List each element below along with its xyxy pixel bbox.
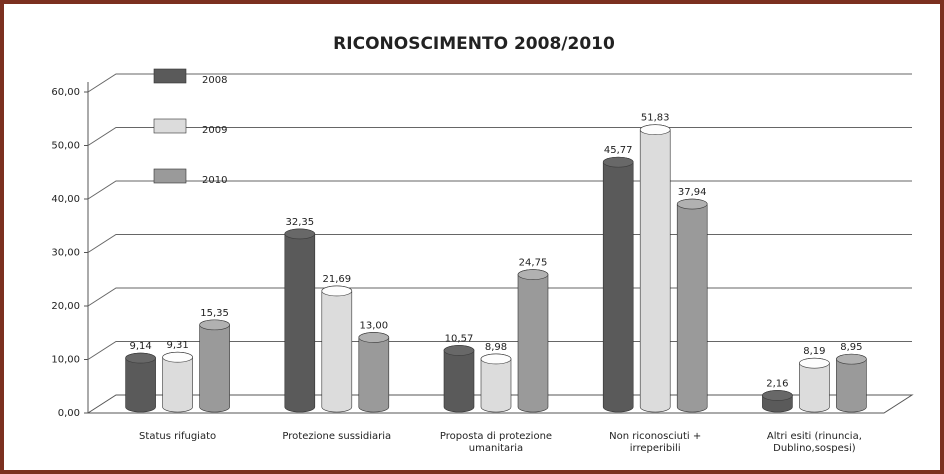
chart-title: RICONOSCIMENTO 2008/2010 bbox=[333, 34, 615, 54]
bar bbox=[517, 269, 549, 413]
bar bbox=[639, 124, 671, 413]
legend-label: 2009 bbox=[202, 125, 227, 136]
y-tick-label: 60,00 bbox=[51, 87, 80, 98]
x-tick-label: Proposta di protezione umanitaria bbox=[439, 431, 553, 454]
chart: RICONOSCIMENTO 2008/2010 0,00 10,00 20,00 3… bbox=[51, 34, 914, 419]
value-label: 13,00 bbox=[359, 320, 388, 331]
x-tick-label: Non riconosciuti + irreperibili bbox=[609, 431, 702, 454]
legend-swatch bbox=[153, 118, 187, 134]
bar-top bbox=[162, 351, 193, 363]
x-tick-label: Status rifugiato bbox=[139, 431, 217, 442]
bar-top bbox=[799, 357, 830, 369]
y-tick-label: 30,00 bbox=[51, 248, 80, 259]
legend-swatch bbox=[153, 168, 187, 184]
y-tick-label: 10,00 bbox=[51, 355, 80, 366]
legend-label: 2010 bbox=[202, 175, 227, 186]
bar-top bbox=[836, 353, 867, 365]
bar bbox=[321, 285, 353, 413]
legend-label: 2008 bbox=[202, 75, 227, 86]
bar-top bbox=[480, 353, 512, 365]
bar-top bbox=[639, 124, 671, 136]
value-label: 15,35 bbox=[200, 308, 229, 319]
value-label: 8,98 bbox=[485, 342, 507, 353]
bar-top bbox=[284, 228, 316, 240]
floor bbox=[86, 394, 914, 414]
value-label: 32,35 bbox=[285, 217, 314, 228]
y-tick-label: 50,00 bbox=[51, 141, 80, 152]
bar-top bbox=[517, 269, 549, 280]
bar bbox=[676, 198, 708, 413]
y-tick-label: 20,00 bbox=[51, 301, 80, 312]
value-label: 10,57 bbox=[445, 333, 474, 344]
value-label: 45,77 bbox=[604, 145, 633, 156]
bar-top bbox=[602, 156, 634, 168]
x-tick-label: Protezione sussidiaria bbox=[282, 431, 392, 442]
bar-top bbox=[762, 390, 793, 401]
grid-line bbox=[87, 287, 912, 307]
x-tick-label: Altri esiti (rinuncia, Dublino,sospesi) bbox=[766, 431, 862, 454]
bar-top bbox=[443, 345, 475, 356]
bar bbox=[199, 319, 230, 413]
value-label: 21,69 bbox=[322, 274, 351, 285]
bar-top bbox=[358, 332, 390, 343]
value-label: 8,19 bbox=[803, 346, 825, 357]
grid-line bbox=[87, 234, 912, 253]
legend-swatch bbox=[153, 68, 187, 84]
y-tick-label: 40,00 bbox=[51, 194, 80, 205]
bar-top bbox=[676, 198, 708, 210]
value-label: 37,94 bbox=[678, 187, 707, 198]
value-label: 9,14 bbox=[129, 341, 151, 352]
bar bbox=[284, 228, 316, 413]
value-label: 2,16 bbox=[766, 378, 788, 389]
value-label: 24,75 bbox=[519, 258, 548, 269]
bar-top bbox=[199, 319, 230, 331]
value-label: 9,31 bbox=[166, 340, 188, 351]
bar-top bbox=[321, 285, 353, 297]
y-tick-label: 0,00 bbox=[58, 408, 80, 419]
bar bbox=[358, 332, 390, 413]
value-label: 51,83 bbox=[641, 113, 670, 124]
bar-top bbox=[125, 352, 156, 364]
grid-line bbox=[87, 73, 912, 93]
value-label: 8,95 bbox=[840, 342, 862, 353]
bar bbox=[602, 156, 634, 413]
